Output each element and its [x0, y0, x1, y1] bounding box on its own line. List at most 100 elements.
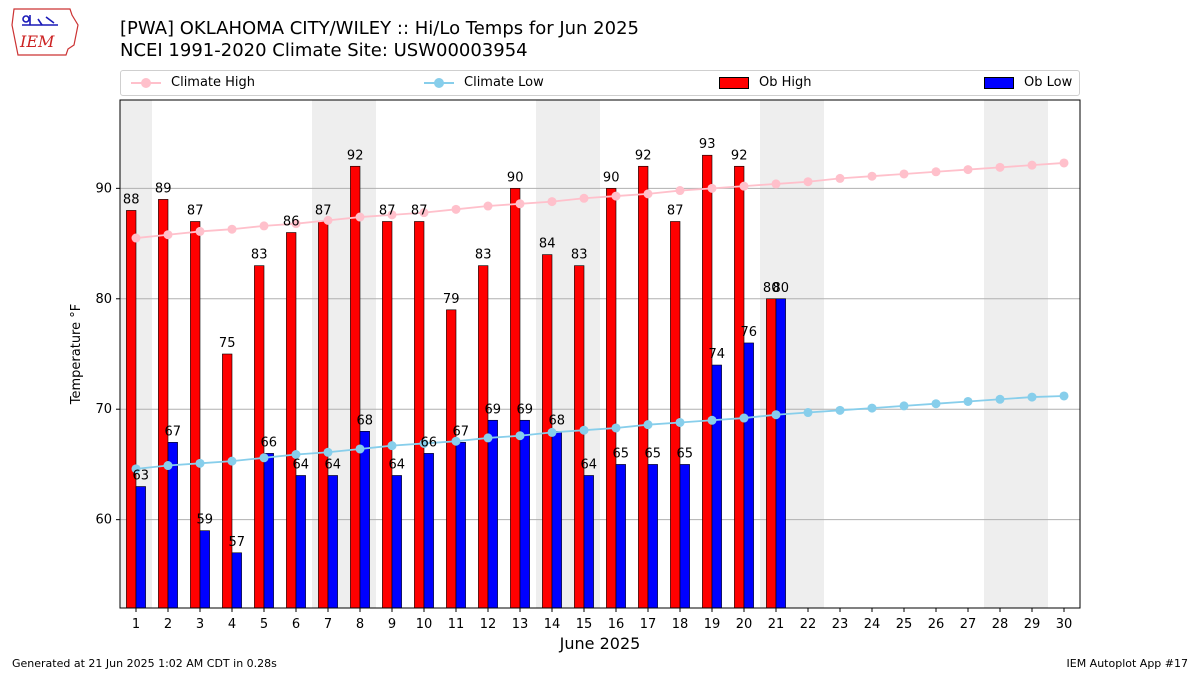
- ob-high-bar: [574, 265, 585, 609]
- ob-high-label: 80: [763, 281, 780, 296]
- climate-low-point: [291, 449, 301, 459]
- legend-climate-high: Climate High: [131, 75, 255, 90]
- ob-high-label: 79: [443, 292, 460, 307]
- climate-low-point: [579, 425, 589, 435]
- climate-low-point: [739, 413, 749, 423]
- x-tick-label: 18: [672, 617, 689, 632]
- climate-low-point: [835, 405, 845, 415]
- y-tick-label: 70: [95, 402, 112, 417]
- climate-high-point: [323, 215, 333, 225]
- weekend-band: [984, 100, 1016, 608]
- climate-low-point: [515, 431, 525, 441]
- x-tick-label: 19: [704, 617, 721, 632]
- ob-high-label: 86: [283, 215, 300, 230]
- x-tick-label: 6: [292, 617, 300, 632]
- ob-high-label: 87: [187, 203, 204, 218]
- ob-low-label: 68: [357, 413, 374, 428]
- climate-low-point: [483, 433, 493, 443]
- ob-low-bar: [231, 552, 242, 609]
- x-tick-label: 29: [1024, 617, 1041, 632]
- plot-frame: [119, 99, 1081, 609]
- ob-low-bar: [391, 475, 402, 609]
- ob-high-bar: [702, 154, 713, 609]
- x-tick-label: 30: [1056, 617, 1073, 632]
- x-tick-label: 4: [228, 617, 236, 632]
- legend-ob-high: Ob High: [719, 75, 812, 90]
- climate-high-point: [131, 233, 141, 243]
- climate-high-point: [1027, 160, 1037, 170]
- footer-app: IEM Autoplot App #17: [1066, 657, 1189, 670]
- ob-high-label: 83: [475, 248, 492, 263]
- climate-low-point: [195, 458, 205, 468]
- ob-high-label: 84: [539, 237, 556, 252]
- climate-high-point: [963, 165, 973, 175]
- chart-title: [PWA] OKLAHOMA CITY/WILEY :: Hi/Lo Temps…: [120, 18, 639, 39]
- x-tick-label: 23: [832, 617, 849, 632]
- climate-low-point: [899, 401, 909, 411]
- climate-high-point: [227, 224, 237, 234]
- x-tick-label: 12: [480, 617, 497, 632]
- climate-high-point: [547, 197, 557, 207]
- climate-high-line: [135, 162, 1065, 239]
- climate-low-point: [1027, 392, 1037, 402]
- ob-low-bar: [743, 342, 754, 609]
- x-tick-label: 17: [640, 617, 657, 632]
- climate-high-point: [803, 177, 813, 187]
- ob-high-label: 87: [411, 203, 428, 218]
- ob-low-bar: [551, 431, 562, 609]
- ob-high-bar: [126, 210, 137, 609]
- ob-high-label: 87: [379, 203, 396, 218]
- climate-high-point: [931, 167, 941, 177]
- ob-high-label: 92: [731, 148, 748, 163]
- climate-low-point: [227, 456, 237, 466]
- ob-low-label: 64: [293, 457, 310, 472]
- legend-climate-low: Climate Low: [424, 75, 544, 90]
- climate-low-point: [867, 403, 877, 413]
- climate-high-point: [771, 179, 781, 189]
- iem-logo: IEM: [8, 5, 83, 60]
- ob-high-label: 92: [347, 148, 364, 163]
- ob-high-label: 89: [155, 181, 172, 196]
- ob-low-label: 80: [773, 281, 790, 296]
- weekend-band: [1016, 100, 1048, 608]
- ob-high-bar: [318, 221, 329, 609]
- ob-low-label: 65: [645, 446, 662, 461]
- climate-low-line: [135, 395, 1065, 470]
- ob-low-label: 69: [485, 402, 502, 417]
- ob-low-bar: [583, 475, 594, 609]
- ob-high-bar: [734, 165, 745, 609]
- ob-low-label: 74: [709, 347, 726, 362]
- ob-low-label: 76: [741, 325, 758, 340]
- legend-ob-low: Ob Low: [984, 75, 1072, 90]
- climate-high-point: [195, 226, 205, 236]
- ob-high-label: 75: [219, 336, 236, 351]
- climate-low-point: [675, 417, 685, 427]
- ob-high-bar: [382, 221, 393, 609]
- climate-low-point: [387, 441, 397, 451]
- x-tick-label: 13: [512, 617, 529, 632]
- x-tick-label: 7: [324, 617, 332, 632]
- x-tick-label: 2: [164, 617, 172, 632]
- climate-high-point: [835, 173, 845, 183]
- ob-low-label: 65: [613, 446, 630, 461]
- x-tick-label: 16: [608, 617, 625, 632]
- ob-low-bar: [327, 475, 338, 609]
- ob-high-label: 90: [507, 170, 524, 185]
- ob-high-label: 87: [315, 203, 332, 218]
- ob-low-bar: [647, 464, 658, 609]
- ob-high-label: 83: [571, 248, 588, 263]
- ob-low-label: 64: [389, 457, 406, 472]
- ob-low-bar: [199, 530, 210, 609]
- climate-low-point: [771, 410, 781, 420]
- climate-low-point: [707, 415, 717, 425]
- climate-low-point: [259, 453, 269, 463]
- weekend-band: [792, 100, 824, 608]
- ob-low-bar: [295, 475, 306, 609]
- ob-low-bar: [263, 453, 274, 609]
- climate-low-point: [931, 399, 941, 409]
- y-tick-label: 80: [95, 292, 112, 307]
- ob-high-bar: [606, 188, 617, 609]
- legend: Climate High Climate Low Ob High Ob Low: [120, 70, 1080, 96]
- ob-low-label: 69: [517, 402, 534, 417]
- svg-text:IEM: IEM: [19, 32, 55, 51]
